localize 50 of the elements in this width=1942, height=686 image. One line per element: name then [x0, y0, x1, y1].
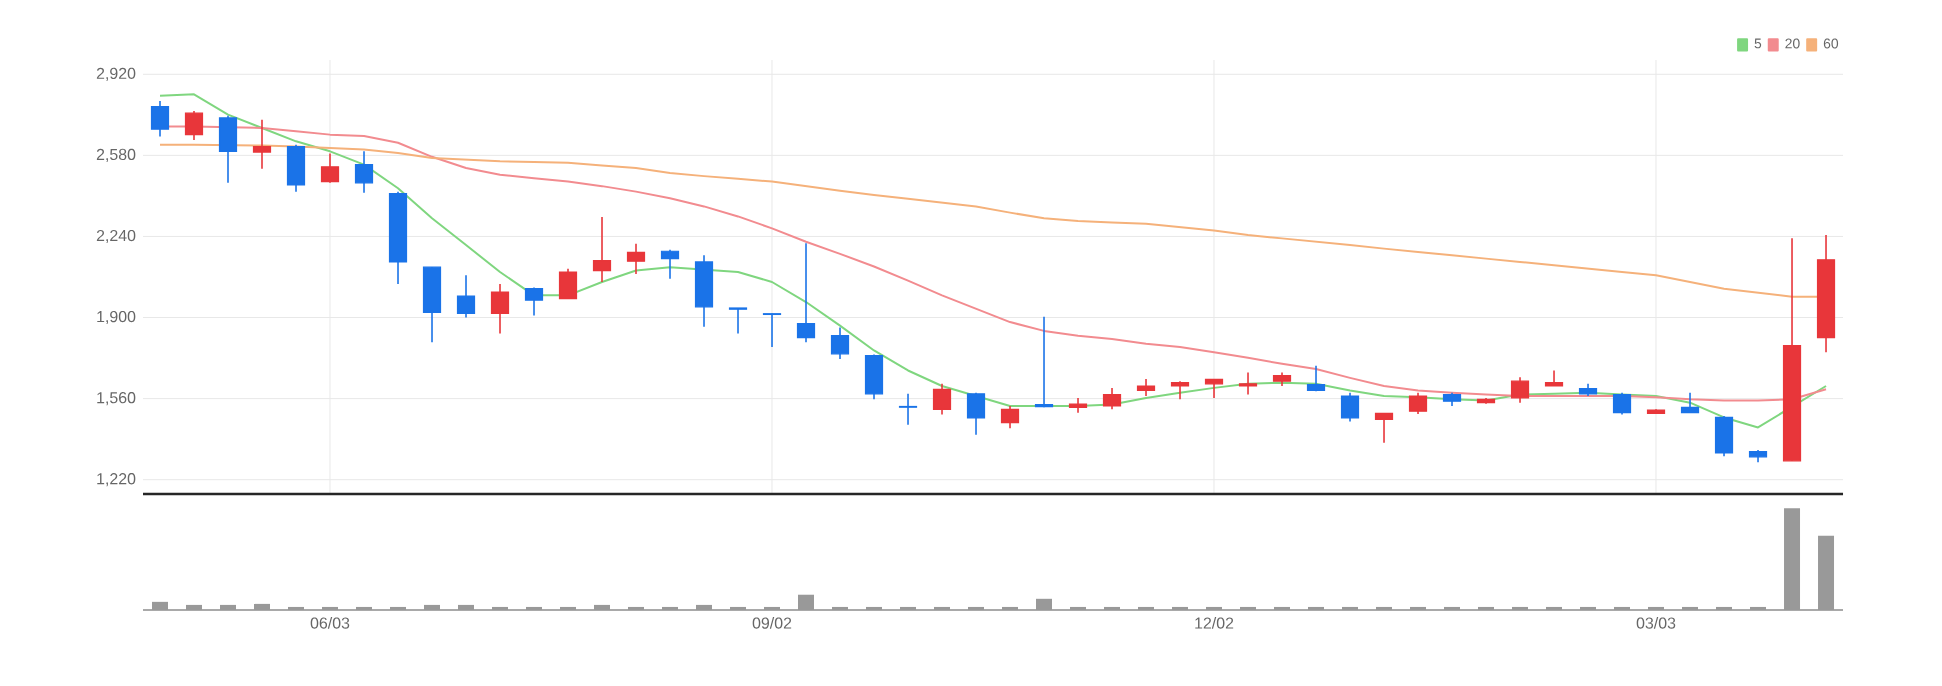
candlestick: [286, 143, 306, 193]
candlestick: [1544, 369, 1564, 387]
candlestick: [150, 100, 170, 138]
bar: [424, 604, 440, 610]
candlestick: [456, 274, 476, 319]
candlestick: [490, 283, 510, 335]
candlestick: [320, 152, 340, 184]
candlestick: [1612, 391, 1632, 416]
candlestick: [966, 391, 986, 436]
bar: [594, 604, 611, 610]
candlestick: [1510, 376, 1530, 404]
candlestick: [728, 307, 748, 335]
bar: [1818, 535, 1835, 610]
candlestick: [864, 353, 884, 401]
candlestick: [660, 249, 680, 280]
candlestick: [218, 115, 238, 184]
bar: [1036, 598, 1053, 610]
candlestick: [626, 243, 646, 275]
candlestick: [354, 150, 374, 194]
candlestick: [796, 242, 816, 344]
bar: [152, 601, 168, 610]
candlestick: [524, 286, 544, 317]
candlestick: [694, 254, 714, 328]
bar: [458, 604, 475, 610]
candlestick: [1680, 391, 1700, 414]
candlestick: [1102, 387, 1122, 411]
candlestick: [1238, 371, 1258, 396]
bar: [798, 594, 815, 610]
candlestick: [830, 326, 850, 360]
candlestick: [252, 119, 272, 170]
candlestick: [1408, 391, 1428, 415]
candlestick: [184, 110, 204, 141]
bar: [254, 603, 270, 610]
bar: [220, 604, 236, 610]
candlestick: [762, 312, 782, 348]
candlestick: [1306, 364, 1326, 393]
candlestick: [422, 266, 442, 344]
bar: [1784, 508, 1801, 610]
candlestick: [1000, 405, 1020, 429]
candlestick: [932, 383, 952, 416]
candlestick: [1034, 316, 1054, 408]
candlestick: [898, 393, 918, 426]
candlestick: [1340, 391, 1360, 423]
bar: [186, 604, 202, 610]
candlestick: [1170, 380, 1190, 401]
candlestick: [592, 216, 612, 283]
bar: [696, 604, 713, 610]
candlestick: [558, 267, 578, 300]
candlestick: [1374, 412, 1394, 444]
candlestick: [1714, 415, 1734, 458]
